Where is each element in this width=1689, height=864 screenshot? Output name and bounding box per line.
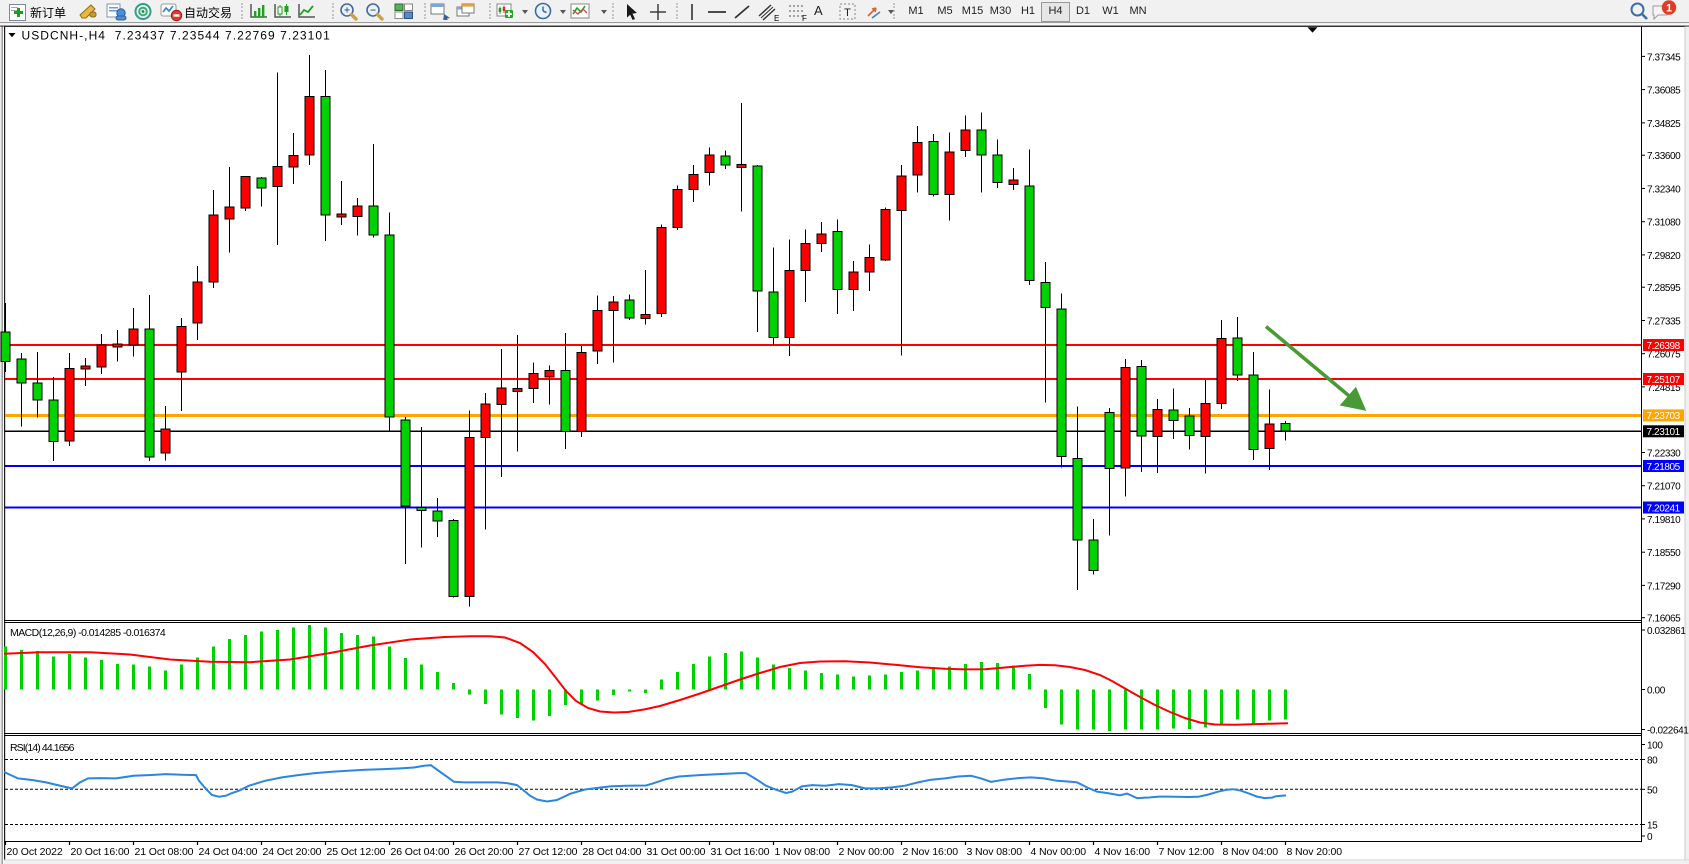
svg-text:7.32340: 7.32340 xyxy=(1647,184,1681,195)
svg-text:7.20241: 7.20241 xyxy=(1647,503,1681,514)
svg-text:7.36085: 7.36085 xyxy=(1647,86,1681,97)
svg-text:24 Oct 20:00: 24 Oct 20:00 xyxy=(263,846,322,858)
svg-text:3 Nov 08:00: 3 Nov 08:00 xyxy=(967,846,1023,858)
svg-text:7.24815: 7.24815 xyxy=(1647,383,1681,394)
svg-text:7.26075: 7.26075 xyxy=(1647,350,1681,361)
svg-text:27 Oct 12:00: 27 Oct 12:00 xyxy=(519,846,578,858)
svg-text:4 Nov 16:00: 4 Nov 16:00 xyxy=(1095,846,1151,858)
svg-text:7.21805: 7.21805 xyxy=(1647,462,1681,473)
svg-text:7.22330: 7.22330 xyxy=(1647,449,1681,460)
svg-text:0.00: 0.00 xyxy=(1647,686,1666,697)
svg-text:24 Oct 04:00: 24 Oct 04:00 xyxy=(199,846,258,858)
svg-text:7.23703: 7.23703 xyxy=(1647,411,1681,422)
svg-text:7 Nov 12:00: 7 Nov 12:00 xyxy=(1159,846,1215,858)
svg-text:4 Nov 00:00: 4 Nov 00:00 xyxy=(1031,846,1087,858)
svg-text:2 Nov 00:00: 2 Nov 00:00 xyxy=(839,846,895,858)
svg-text:E: E xyxy=(774,14,779,22)
svg-text:2 Nov 16:00: 2 Nov 16:00 xyxy=(903,846,959,858)
svg-text:USDCNH-,H4 7.23437 7.23544 7.: USDCNH-,H4 7.23437 7.23544 7.22769 7.231… xyxy=(22,29,331,43)
svg-text:1: 1 xyxy=(1666,3,1672,15)
svg-text:RSI(14) 44.1656: RSI(14) 44.1656 xyxy=(10,742,75,754)
svg-text:21 Oct 08:00: 21 Oct 08:00 xyxy=(135,846,194,858)
svg-text:31 Oct 00:00: 31 Oct 00:00 xyxy=(647,846,706,858)
svg-text:8 Nov 04:00: 8 Nov 04:00 xyxy=(1223,846,1279,858)
svg-text:−: − xyxy=(370,6,376,17)
svg-text:7.29820: 7.29820 xyxy=(1647,251,1681,262)
svg-text:0.032861: 0.032861 xyxy=(1647,626,1686,637)
svg-text:7.37345: 7.37345 xyxy=(1647,52,1681,63)
svg-text:7.16065: 7.16065 xyxy=(1647,614,1681,625)
svg-text:50: 50 xyxy=(1647,785,1658,796)
svg-text:15: 15 xyxy=(1647,821,1658,832)
svg-text:-0.022641: -0.022641 xyxy=(1647,726,1689,737)
svg-text:7.23101: 7.23101 xyxy=(1647,427,1681,438)
svg-text:7.28595: 7.28595 xyxy=(1647,283,1681,294)
svg-text:7.26398: 7.26398 xyxy=(1647,341,1681,352)
svg-text:7.33600: 7.33600 xyxy=(1647,151,1681,162)
svg-text:F: F xyxy=(802,14,807,22)
svg-text:7.19810: 7.19810 xyxy=(1647,515,1681,526)
svg-text:7.18550: 7.18550 xyxy=(1647,548,1681,559)
svg-text:28 Oct 04:00: 28 Oct 04:00 xyxy=(583,846,642,858)
svg-text:26 Oct 20:00: 26 Oct 20:00 xyxy=(455,846,514,858)
svg-text:25 Oct 12:00: 25 Oct 12:00 xyxy=(327,846,386,858)
svg-text:7.17290: 7.17290 xyxy=(1647,581,1681,592)
svg-text:MACD(12,26,9) -0.014285 -0.016: MACD(12,26,9) -0.014285 -0.016374 xyxy=(10,627,166,639)
svg-text:20 Oct 16:00: 20 Oct 16:00 xyxy=(71,846,130,858)
svg-text:+: + xyxy=(344,6,350,17)
svg-text:100: 100 xyxy=(1647,741,1663,752)
svg-text:7.25107: 7.25107 xyxy=(1647,375,1681,386)
svg-text:7.34825: 7.34825 xyxy=(1647,119,1681,130)
svg-text:T: T xyxy=(844,7,851,19)
svg-text:7.27335: 7.27335 xyxy=(1647,317,1681,328)
svg-text:31 Oct 16:00: 31 Oct 16:00 xyxy=(711,846,770,858)
svg-text:0: 0 xyxy=(1647,832,1653,843)
svg-text:1 Nov 08:00: 1 Nov 08:00 xyxy=(775,846,831,858)
svg-text:20 Oct 2022: 20 Oct 2022 xyxy=(7,846,63,858)
svg-text:26 Oct 04:00: 26 Oct 04:00 xyxy=(391,846,450,858)
svg-text:7.21070: 7.21070 xyxy=(1647,482,1681,493)
svg-text:7.31080: 7.31080 xyxy=(1647,218,1681,229)
svg-text:8 Nov 20:00: 8 Nov 20:00 xyxy=(1287,846,1343,858)
svg-text:80: 80 xyxy=(1647,756,1658,767)
